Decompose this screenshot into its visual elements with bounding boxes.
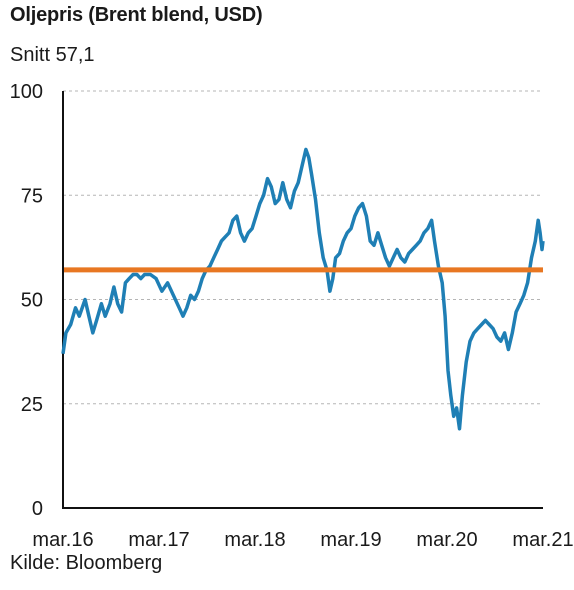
x-tick-label: mar.20 (416, 529, 477, 551)
series-line-oljepris (61, 147, 545, 431)
y-tick-label: 50 (21, 290, 43, 312)
chart-title: Oljepris (Brent blend, USD) (10, 4, 263, 26)
y-tick-label: 25 (21, 394, 43, 416)
y-tick-label: 75 (21, 185, 43, 207)
source-note: Kilde: Bloomberg (10, 552, 163, 574)
x-tick-label: mar.17 (128, 529, 189, 551)
x-tick-label: mar.21 (512, 529, 573, 551)
x-tick-label: mar.18 (224, 529, 285, 551)
x-tick-label: mar.19 (320, 529, 381, 551)
x-tick-label: mar.16 (32, 529, 93, 551)
chart-subtitle: Snitt 57,1 (10, 44, 95, 66)
y-tick-label: 0 (32, 498, 43, 520)
y-tick-label: 100 (10, 81, 43, 103)
